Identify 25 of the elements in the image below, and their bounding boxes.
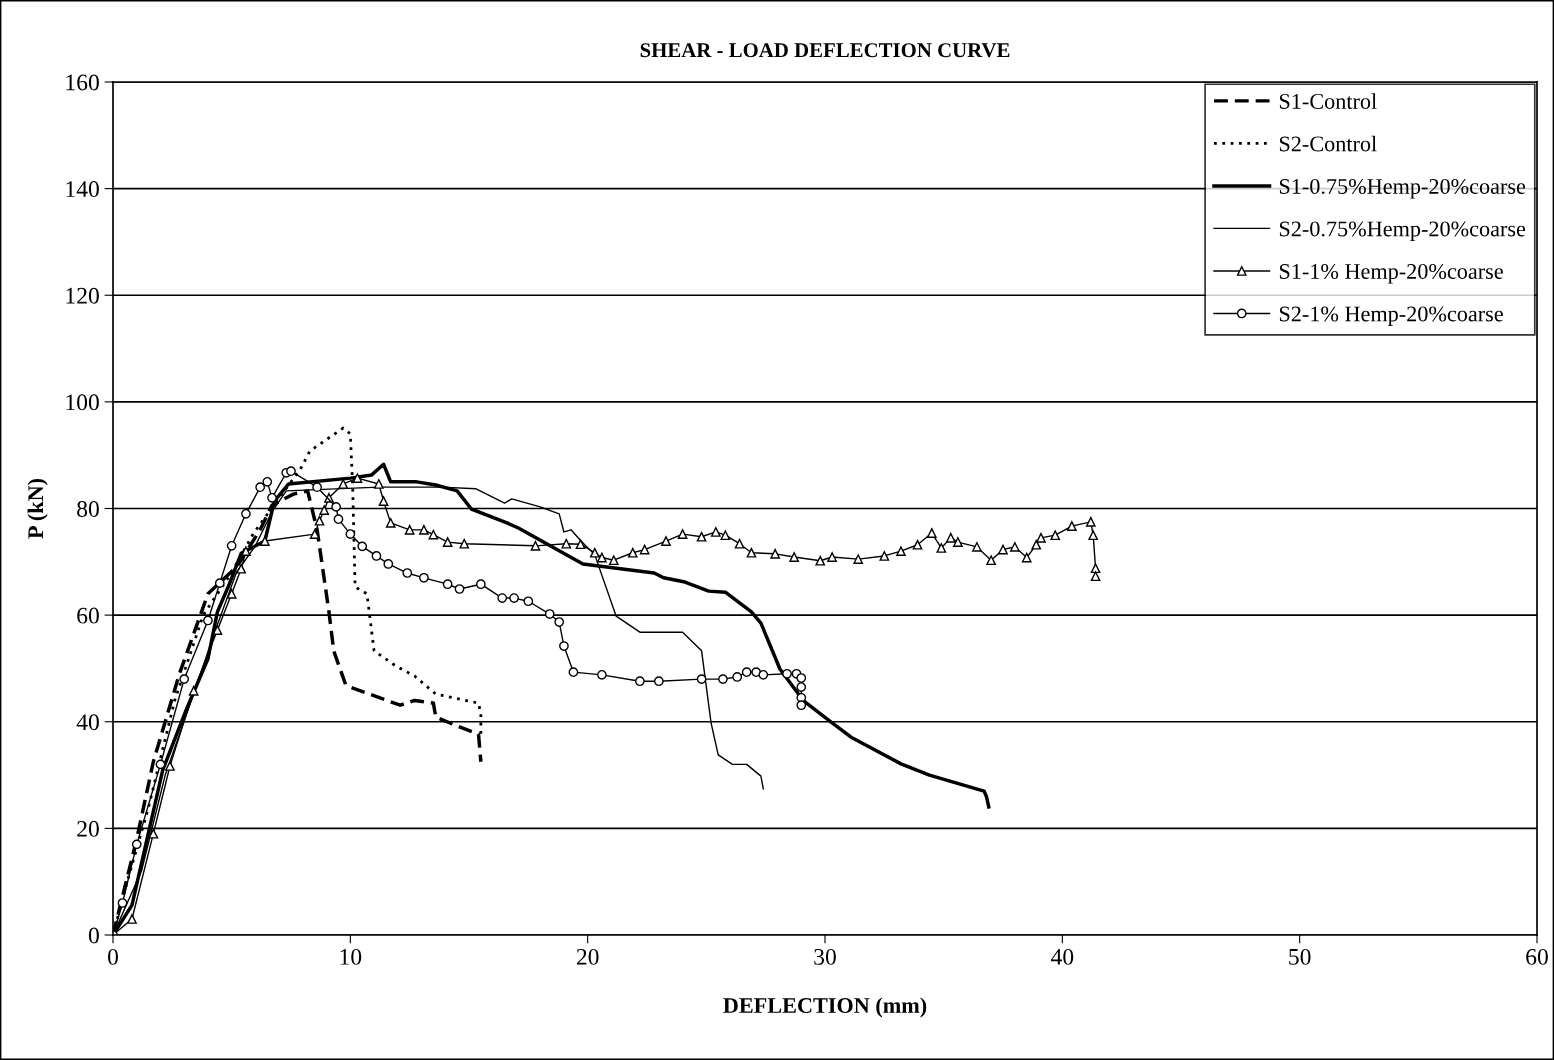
y-tick-label: 40 <box>76 714 99 731</box>
x-axis-title: DEFLECTION (mm) <box>723 997 927 1018</box>
legend-label: S1-Control <box>1279 93 1377 109</box>
legend-label: S2-1% Hemp-20%coarse <box>1279 306 1503 326</box>
y-tick-label: 140 <box>66 181 99 198</box>
y-tick-label: 160 <box>66 74 99 91</box>
x-tick-label: 60 <box>1526 948 1548 965</box>
x-tick-label: 50 <box>1289 948 1311 965</box>
x-tick-label: 10 <box>340 948 362 965</box>
x-tick-label: 20 <box>576 948 599 965</box>
y-tick-label: 0 <box>88 927 99 944</box>
y-tick-label: 100 <box>66 394 99 411</box>
x-tick-label: 30 <box>814 948 836 965</box>
y-tick-label: 120 <box>66 287 99 304</box>
x-tick-label: 0 <box>108 948 118 965</box>
legend-label: S2-Control <box>1279 135 1377 152</box>
y-tick-label: 80 <box>77 500 99 517</box>
legend-label: S1-1% Hemp-20%coarse <box>1279 263 1503 284</box>
chart-title: SHEAR - LOAD DEFLECTION CURVE <box>640 43 1010 58</box>
y-axis-title: P (kN) <box>27 478 48 539</box>
legend-label: S2-0.75%Hemp-20%coarse <box>1279 221 1526 241</box>
y-tick-label: 60 <box>77 607 99 624</box>
x-tick-label: 40 <box>1050 948 1074 965</box>
legend-label: S1-0.75%Hemp-20%coarse <box>1279 178 1526 199</box>
y-tick-label: 20 <box>77 820 99 837</box>
